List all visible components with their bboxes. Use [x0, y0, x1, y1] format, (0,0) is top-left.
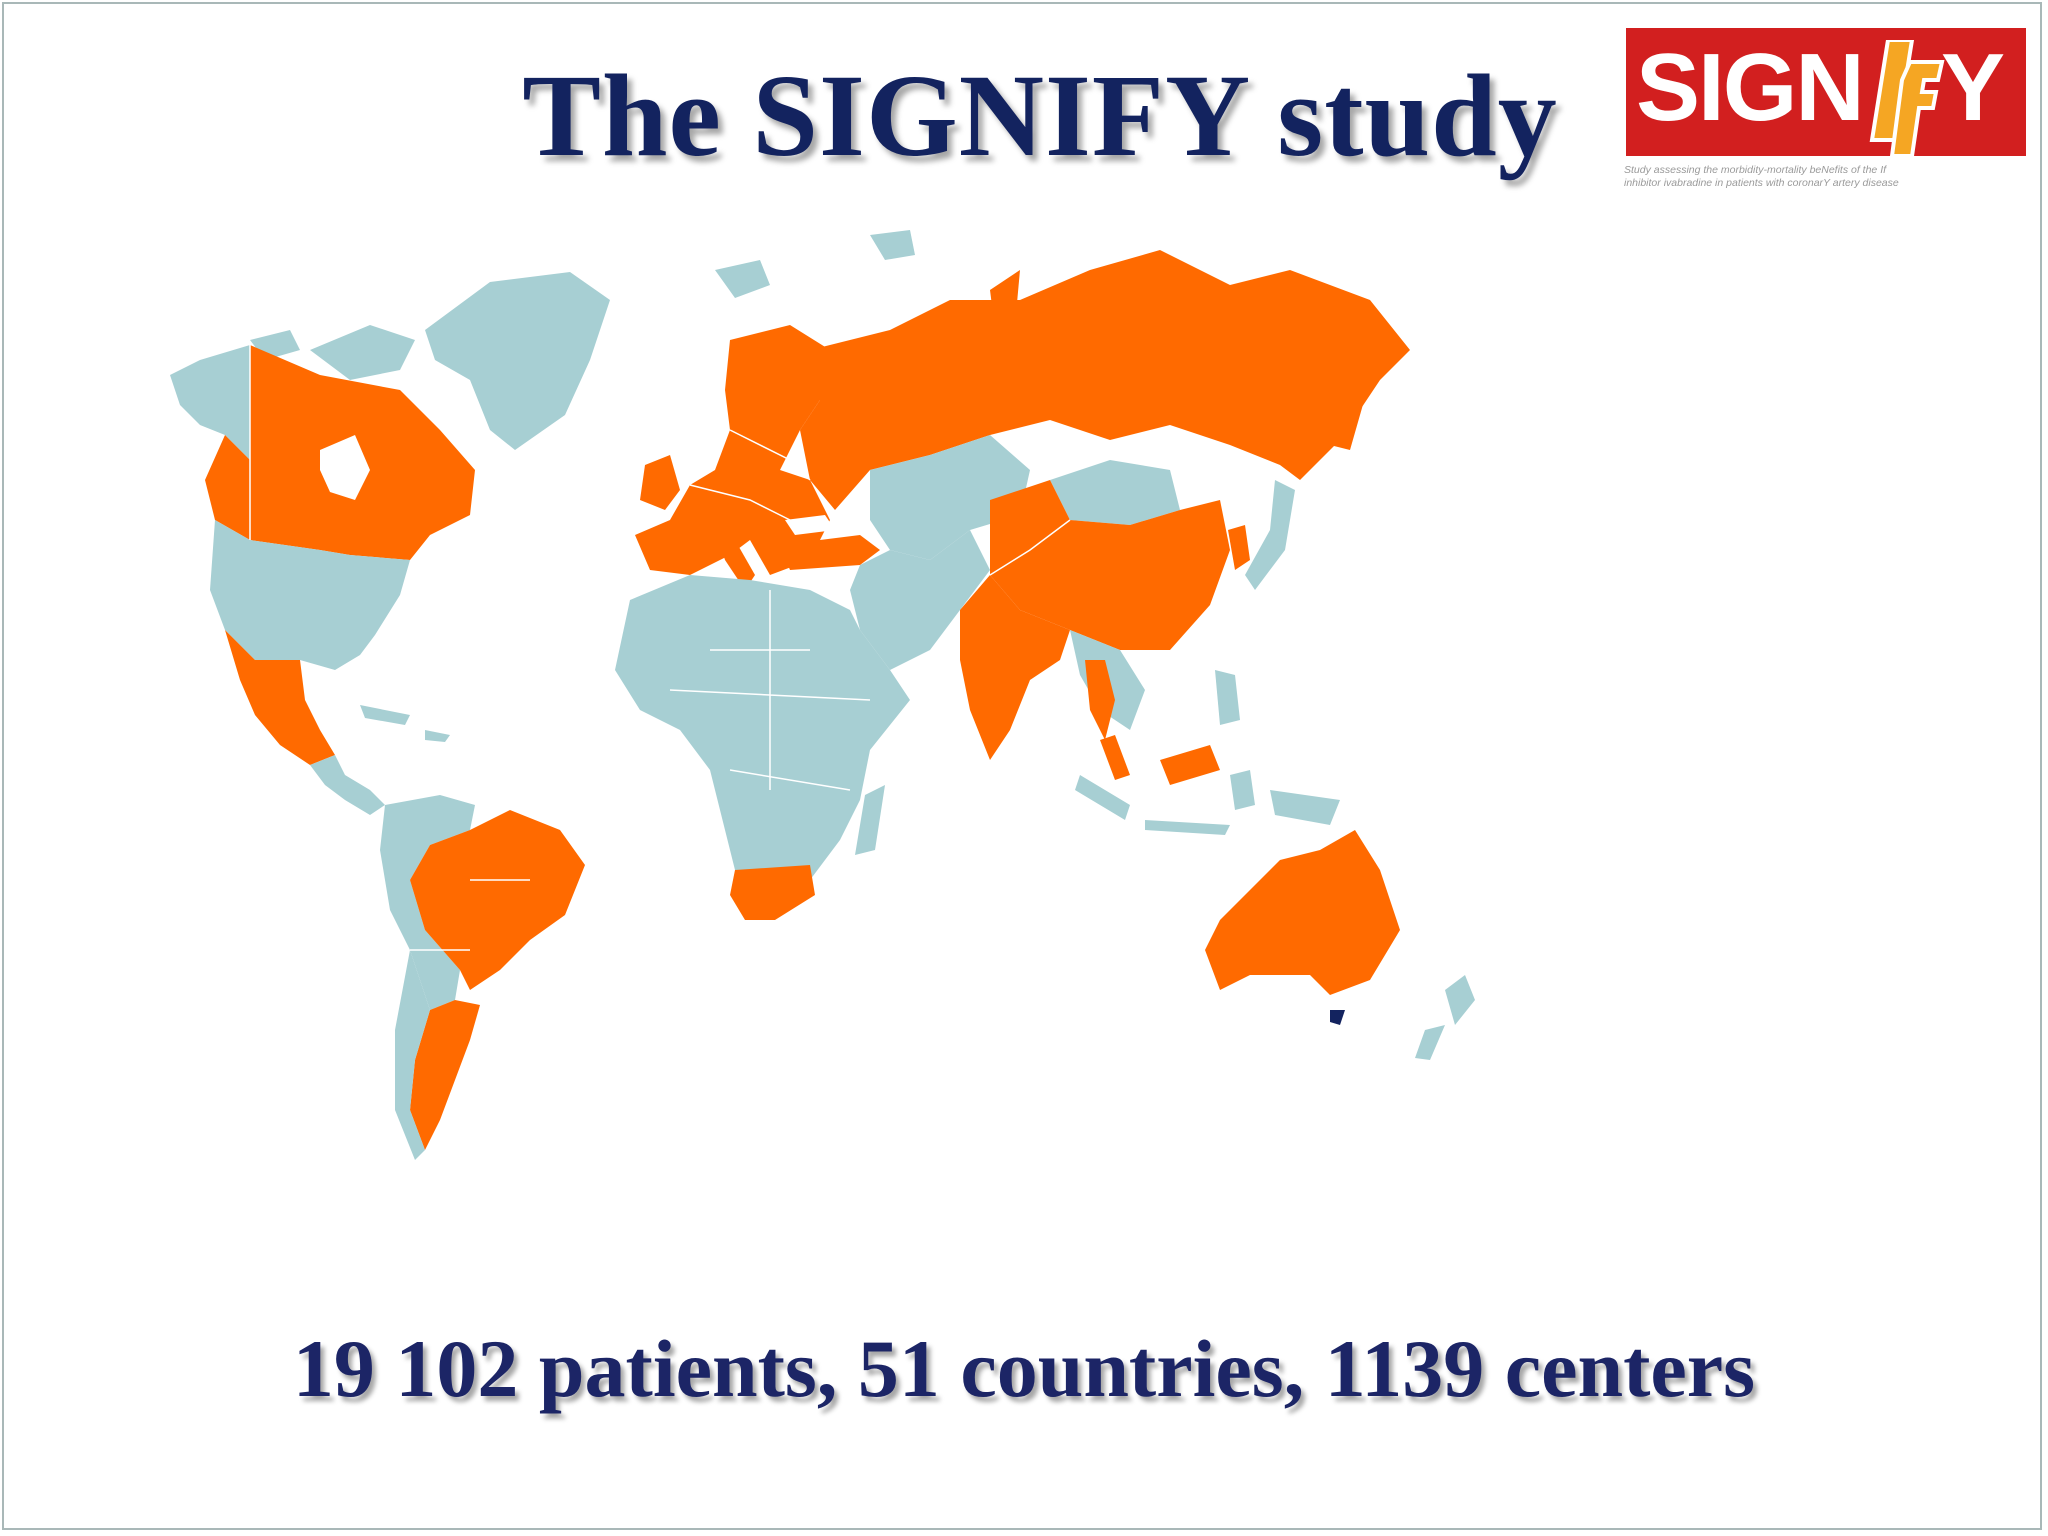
region-mongolia — [1050, 460, 1180, 525]
region-svalbard — [870, 230, 915, 260]
region-italy — [715, 530, 755, 590]
region-middle-east — [850, 530, 990, 670]
region-south-africa — [730, 865, 815, 920]
region-arctic-islands — [250, 325, 415, 380]
region-china — [990, 480, 1230, 650]
region-thailand — [1085, 660, 1115, 740]
logo-red-box — [1626, 28, 2026, 156]
region-new-zealand — [1415, 975, 1475, 1060]
region-madagascar — [855, 785, 885, 855]
region-kamchatka — [1330, 380, 1370, 450]
region-novaya-zemlya — [990, 270, 1020, 330]
logo-word-left: SIGN — [1636, 34, 1865, 141]
region-hudson-bay — [320, 435, 370, 500]
region-tasmania — [1330, 1010, 1345, 1025]
region-central-asia — [870, 435, 1030, 560]
region-philippines — [1215, 670, 1240, 725]
region-indonesia — [1075, 770, 1340, 835]
region-brazil — [410, 810, 585, 990]
region-russia — [800, 250, 1410, 510]
region-alaska — [170, 345, 250, 460]
region-usa — [210, 520, 410, 670]
logo-tagline: Study assessing the morbidity-mortality … — [1624, 164, 2034, 190]
slide-title: The SIGNIFY study — [522, 50, 1558, 181]
region-india — [960, 575, 1070, 760]
logo-tagline-line-1: Study assessing the morbidity-mortality … — [1624, 164, 1887, 176]
region-africa — [615, 575, 910, 910]
study-statistics: 19 102 patients, 51 countries, 1139 cent… — [292, 1323, 1756, 1414]
region-argentina — [410, 1000, 480, 1150]
region-australia — [1205, 830, 1400, 995]
region-iceland — [715, 260, 770, 298]
region-mexico — [225, 630, 335, 765]
signify-logo: SIGN Y Study assessing the morbidity-mor… — [1622, 28, 2032, 208]
region-central-america — [310, 755, 385, 815]
region-korea — [1228, 525, 1250, 570]
region-malaysia — [1100, 735, 1220, 785]
region-uk — [640, 455, 680, 510]
logo-tagline-line-2: inhibitor ivabradine in patients with co… — [1624, 177, 1899, 189]
region-south-america-northwest — [380, 795, 475, 1010]
region-turkey — [780, 535, 880, 570]
region-greenland — [425, 272, 610, 450]
logo-if-glyph — [1869, 40, 1945, 158]
region-black-sea — [785, 515, 835, 535]
logo-word-right: Y — [1941, 34, 2005, 141]
country-borders — [249, 345, 1071, 951]
world-map — [170, 230, 1475, 1160]
region-europe — [635, 325, 830, 575]
region-japan — [1245, 480, 1295, 590]
region-caribbean — [360, 705, 450, 742]
region-chile — [395, 950, 430, 1160]
